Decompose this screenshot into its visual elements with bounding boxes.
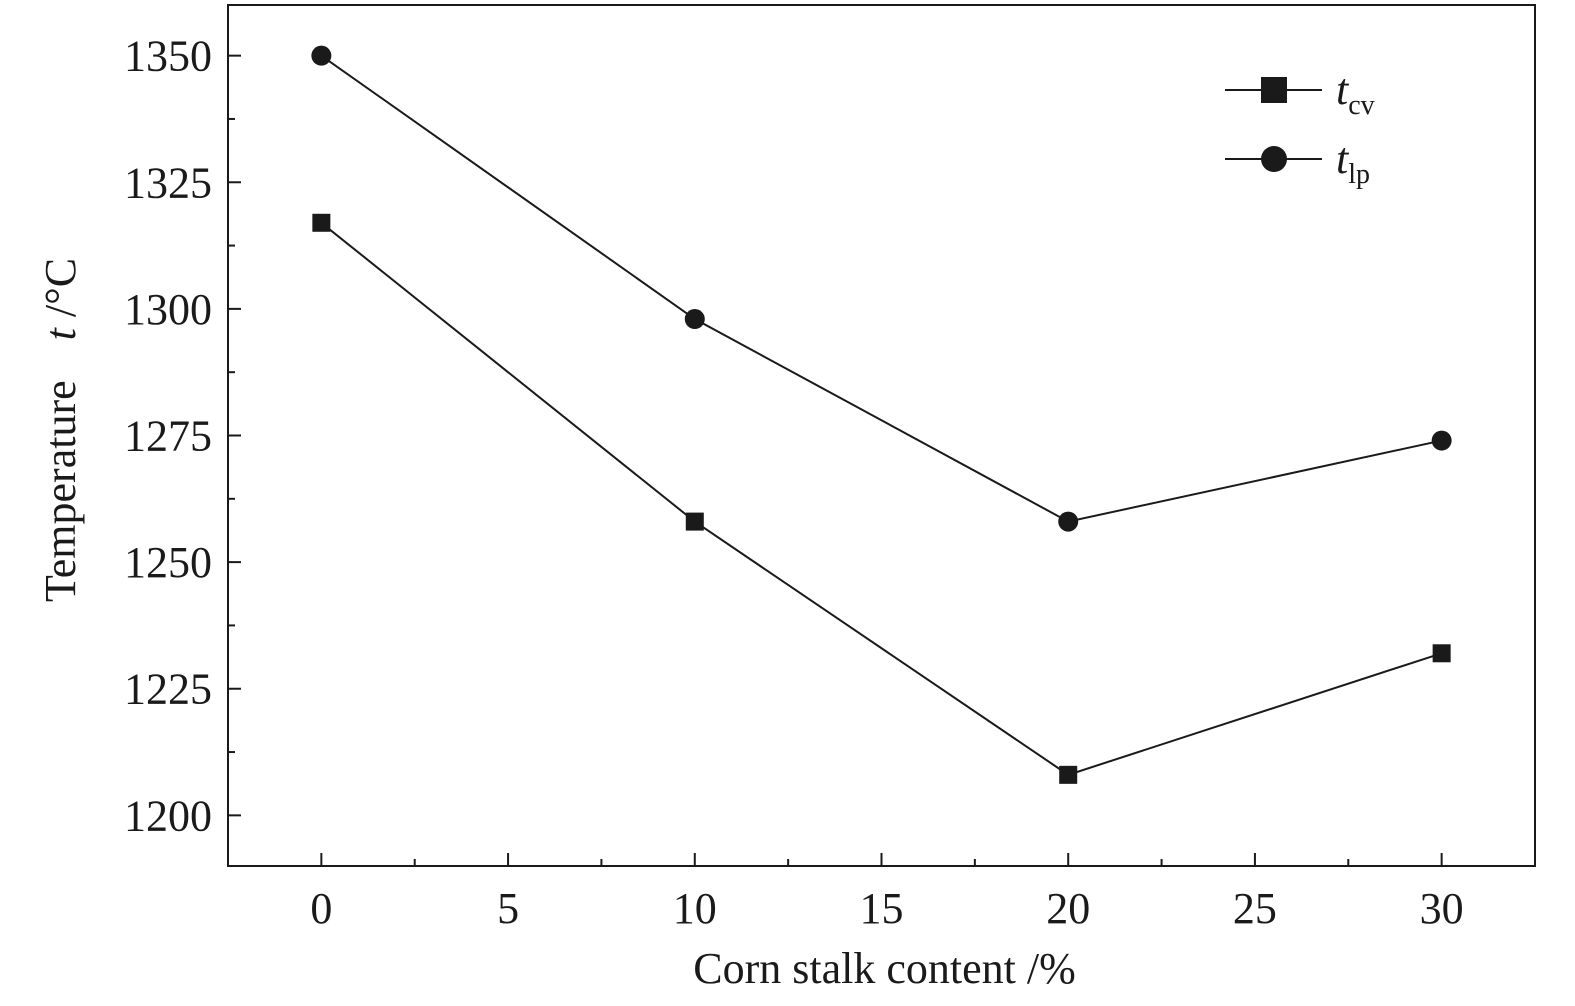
legend-label-0-main: t [1336,65,1350,114]
x-tick-label: 15 [860,884,904,933]
y-axis-title-var: t [36,326,85,340]
x-tick-label: 0 [310,884,332,933]
y-tick-label: 1225 [124,665,212,714]
y-tick-label: 1200 [124,791,212,840]
data-point-lp [684,309,705,330]
series-lp [311,45,1452,532]
y-tick-label: 1300 [124,285,212,334]
legend-item-1: tlp [1225,134,1370,190]
legend-marker-square [1261,77,1287,103]
x-tick-label: 20 [1046,884,1090,933]
legend-label-1-main: t [1336,134,1350,183]
x-axis-title: Corn stalk content /% [693,944,1076,993]
data-point-lp [1431,430,1452,451]
legend-label-0: tcv [1336,65,1375,121]
y-tick-label: 1350 [124,32,212,81]
y-tick-label: 1250 [124,538,212,587]
y-axis-title: Temperature t /°C [36,258,85,602]
x-tick-label: 25 [1233,884,1277,933]
x-tick-label: 30 [1420,884,1464,933]
data-point-cv [685,512,704,531]
legend-marker-circle [1261,146,1287,172]
legend-label-0-sub: cv [1348,90,1374,121]
series-cv [312,213,1451,784]
x-tick-label: 5 [497,884,519,933]
x-tick-label: 10 [673,884,717,933]
y-tick-label: 1325 [124,158,212,207]
ticks [228,54,1443,866]
data-point-lp [1058,511,1079,532]
data-point-cv [1432,644,1451,663]
y-tick-label: 1275 [124,412,212,461]
data-point-cv [312,213,331,232]
y-axis-title-prefix: Temperature [36,380,85,602]
data-point-lp [311,45,332,66]
legend-item-0: tcv [1225,65,1375,121]
y-axis-title-unit: /°C [36,258,85,328]
data-point-cv [1059,765,1078,784]
series-line-lp [320,54,1442,523]
tick-labels: 0 5 10 15 20 25 30 1200 1225 1250 1275 1300 1325 1350 [124,32,1464,933]
series-layer [311,45,1452,784]
legend-label-1-sub: lp [1348,159,1370,190]
legend-label-1: tlp [1336,134,1370,190]
series-line-cv [320,222,1442,776]
legend: tcv tlp [1225,65,1375,190]
